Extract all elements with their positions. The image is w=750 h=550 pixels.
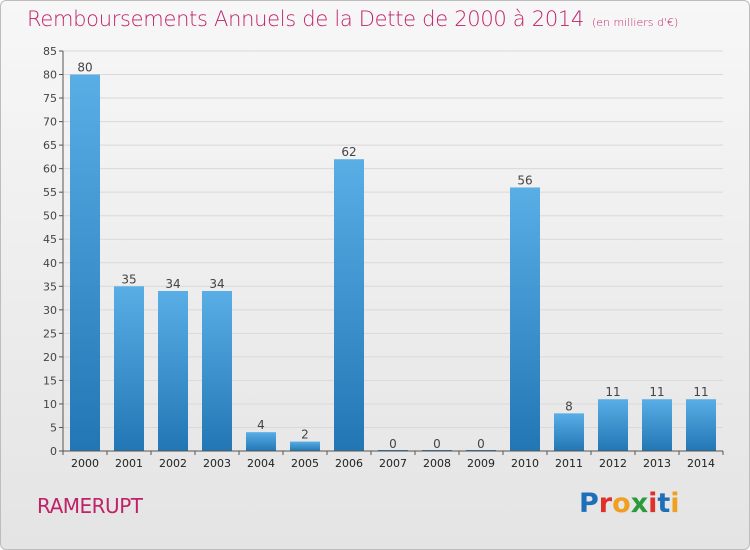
data-label-2004: 4	[257, 418, 265, 432]
y-tick-label: 5	[50, 421, 57, 434]
data-label-2008: 0	[433, 437, 441, 451]
x-tick-label-2004: 2004	[247, 457, 275, 470]
labels: 0510152025303540455055606570758085802000…	[43, 45, 715, 470]
data-label-2007: 0	[389, 437, 397, 451]
data-label-2013: 11	[649, 385, 664, 399]
bar-2005	[290, 441, 320, 451]
data-label-2006: 62	[341, 145, 356, 159]
data-label-2012: 11	[605, 385, 620, 399]
data-label-2001: 35	[121, 272, 136, 286]
bar-2014	[686, 399, 716, 451]
data-label-2014: 11	[693, 385, 708, 399]
y-tick-label: 25	[43, 327, 57, 340]
y-tick-label: 60	[43, 163, 57, 176]
x-tick-label-2003: 2003	[203, 457, 231, 470]
y-tick-label: 15	[43, 374, 57, 387]
title-text: Remboursements Annuels de la Dette de 20…	[27, 7, 584, 31]
logo-letter: P	[579, 488, 599, 519]
x-tick-label-2010: 2010	[511, 457, 539, 470]
bar-2012	[598, 399, 628, 451]
logo-letter: i	[648, 488, 658, 519]
y-tick-label: 0	[50, 445, 57, 458]
grid-lines	[63, 50, 723, 428]
bar-2013	[642, 399, 672, 451]
x-tick-label-2002: 2002	[159, 457, 187, 470]
data-label-2000: 80	[77, 61, 92, 75]
bar-2000	[70, 74, 100, 451]
data-label-2009: 0	[477, 437, 485, 451]
chart-title: Remboursements Annuels de la Dette de 20…	[27, 7, 678, 31]
x-tick-label-2012: 2012	[599, 457, 627, 470]
y-tick-label: 75	[43, 92, 57, 105]
logo-letter: i	[670, 488, 680, 519]
x-tick-label-2008: 2008	[423, 457, 451, 470]
y-tick-label: 10	[43, 398, 57, 411]
y-tick-label: 65	[43, 139, 57, 152]
y-tick-label: 40	[43, 257, 57, 270]
proxiti-logo: Proxiti	[579, 488, 680, 519]
chart-subtitle: (en milliers d'€)	[592, 16, 679, 29]
data-label-2003: 34	[209, 277, 224, 291]
x-tick-label-2006: 2006	[335, 457, 363, 470]
y-tick-label: 80	[43, 69, 57, 82]
y-tick-label: 50	[43, 210, 57, 223]
logo-letter: r	[598, 488, 613, 519]
axes	[59, 50, 724, 455]
bar-2010	[510, 187, 540, 451]
bar-2002	[158, 291, 188, 451]
x-tick-label-2000: 2000	[71, 457, 99, 470]
y-tick-label: 85	[43, 45, 57, 58]
bar-2003	[202, 291, 232, 451]
logo-letter: t	[657, 488, 671, 519]
data-label-2005: 2	[301, 428, 309, 442]
data-label-2010: 56	[517, 173, 532, 187]
logo-letter: o	[612, 488, 631, 519]
y-tick-label: 55	[43, 186, 57, 199]
x-tick-label-2013: 2013	[643, 457, 671, 470]
x-tick-label-2009: 2009	[467, 457, 495, 470]
bar-2004	[246, 432, 276, 451]
y-tick-label: 45	[43, 233, 57, 246]
bar-2001	[114, 286, 144, 451]
x-tick-label-2007: 2007	[379, 457, 407, 470]
y-tick-label: 35	[43, 280, 57, 293]
bars	[70, 74, 716, 451]
y-tick-label: 30	[43, 304, 57, 317]
bar-2011	[554, 413, 584, 451]
data-label-2002: 34	[165, 277, 180, 291]
y-tick-label: 20	[43, 351, 57, 364]
commune-name: RAMERUPT	[37, 494, 143, 518]
data-label-2011: 8	[565, 399, 573, 413]
bar-2006	[334, 159, 364, 451]
x-tick-label-2014: 2014	[687, 457, 715, 470]
x-tick-label-2005: 2005	[291, 457, 319, 470]
x-tick-label-2001: 2001	[115, 457, 143, 470]
x-tick-label-2011: 2011	[555, 457, 583, 470]
logo-letter: x	[630, 488, 649, 519]
y-tick-label: 70	[43, 116, 57, 129]
